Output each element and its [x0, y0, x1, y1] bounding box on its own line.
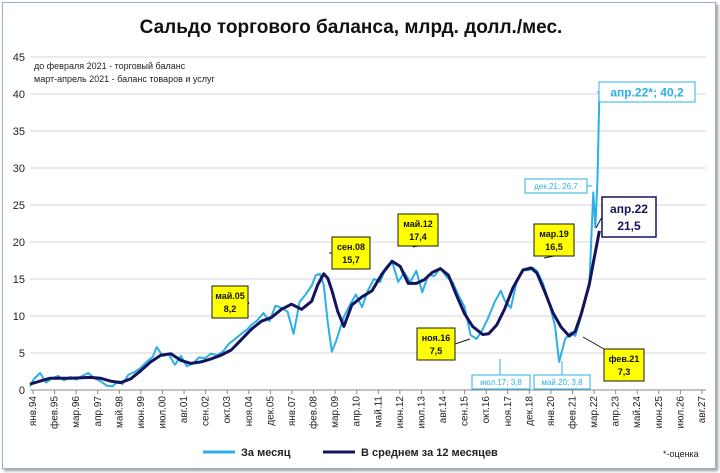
annotation-leader	[454, 338, 471, 345]
x-tick-label: фев.08	[308, 396, 320, 429]
annotation-leader	[595, 216, 603, 229]
annotation-label: фев.21	[609, 354, 640, 364]
annotation-value: 21,5	[617, 219, 641, 233]
annotation-value: 17,4	[409, 232, 427, 242]
x-tick-label: дек.18	[524, 396, 535, 426]
annotation-box-blue	[598, 81, 696, 103]
x-tick-label: июн.12	[395, 396, 406, 429]
series-group	[29, 92, 601, 388]
x-tick-label: ноя.04	[244, 396, 255, 427]
x-tick-label: сен.02	[201, 396, 212, 426]
annotation-label: ноя.16	[422, 333, 451, 343]
chart-title: Сальдо торгового баланса, млрд. долл./ме…	[140, 17, 563, 38]
y-tick-label: 20	[13, 237, 25, 249]
annotation-box	[533, 223, 575, 257]
y-tick-label: 0	[19, 385, 25, 397]
annotation-value: 7,3	[618, 367, 631, 377]
annotation-value: 7,5	[430, 346, 443, 356]
annotation-value: 16,5	[545, 242, 563, 252]
chart-frame: Сальдо торгового баланса, млрд. долл./ме…	[2, 2, 716, 469]
y-tick-label: 35	[13, 126, 25, 138]
annotation-box-blue	[524, 178, 588, 194]
annotations-group: май.05 8,2 сен.08 15,7 май.12 17,4 мар.19 16,5 н…	[211, 81, 696, 390]
annotation-label: мар.19	[539, 229, 569, 239]
annotation-box	[211, 285, 249, 319]
x-tick-label: мар.22	[589, 396, 600, 428]
y-tick-label: 45	[13, 52, 25, 64]
legend-label-average: В среднем за 12 месяцев	[361, 447, 498, 459]
legend-label-monthly: За месяц	[241, 447, 291, 459]
x-tick-label: июл.13	[416, 396, 427, 429]
x-tick-label: янв.20	[546, 396, 557, 427]
annotation-box	[331, 236, 371, 270]
x-tick-label: май.98	[114, 396, 125, 428]
x-tick-label: мар.96	[71, 396, 82, 428]
annotation-label: сен.08	[337, 242, 365, 252]
annotation-box	[603, 348, 645, 382]
note-line-2: март-апрель 2021 - баланс товаров и услу…	[34, 74, 216, 84]
annotation-box-blue	[533, 374, 591, 390]
x-tick-label: май.24	[632, 396, 643, 428]
x-tick-label: окт.03	[222, 396, 233, 424]
x-tick-label: май.11	[373, 396, 384, 428]
annotation-text-blue: апр.22*; 40,2	[610, 85, 684, 99]
x-axis-ticks: янв.94 фев.95 мар.96 апр.97 май.98 июн.99 июл.…	[28, 390, 708, 429]
annotation-box	[397, 213, 439, 247]
x-tick-label: фев.95	[49, 396, 61, 429]
x-tick-label: фев.21	[567, 396, 579, 429]
x-tick-label: авг.01	[179, 396, 190, 424]
x-tick-label: янв.07	[287, 396, 298, 427]
y-tick-label: 15	[13, 274, 25, 286]
y-tick-label: 25	[13, 200, 25, 212]
y-tick-label: 40	[13, 89, 25, 101]
annotation-value: 8,2	[224, 304, 237, 314]
x-tick-label: июн.25	[654, 396, 665, 429]
annotation-leader	[582, 336, 605, 350]
annotation-label: апр.22	[610, 202, 648, 216]
legend: За месяц В среднем за 12 месяцев	[203, 447, 498, 459]
annotation-text-blue: май.20; 3,8	[541, 378, 583, 387]
annotation-label: май.05	[215, 291, 245, 301]
y-tick-label: 30	[13, 163, 25, 175]
annotation-box	[601, 196, 657, 238]
note-line-1: до февраля 2021 - торговый баланс	[34, 61, 186, 71]
annotation-box	[416, 327, 456, 361]
annotation-text-blue: июл.17; 3,8	[480, 378, 522, 387]
y-tick-label: 5	[19, 348, 25, 360]
x-tick-label: авг.14	[438, 396, 449, 424]
x-tick-label: дек.05	[265, 396, 276, 426]
x-tick-label: апр.23	[611, 396, 622, 427]
x-tick-label: июн.99	[136, 396, 147, 429]
x-tick-label: апр.10	[352, 396, 363, 427]
x-tick-label: авг.27	[697, 396, 708, 424]
x-tick-label: окт.16	[481, 396, 492, 424]
x-tick-label: апр.97	[93, 396, 104, 427]
x-tick-label: ноя.17	[503, 396, 514, 427]
annotation-label: май.12	[403, 219, 433, 229]
y-axis-ticks: 0 5 10 15 20 25 30 35 40 45	[13, 52, 25, 397]
footnote: *-оценка	[663, 449, 699, 459]
x-tick-label: июл.26	[675, 396, 686, 429]
series-line-monthly	[29, 92, 601, 388]
annotation-box-blue	[471, 374, 531, 390]
annotation-text-blue: дек.21; 26,7	[534, 182, 578, 191]
x-tick-label: сен.15	[460, 396, 471, 426]
y-tick-label: 10	[13, 311, 25, 323]
x-tick-label: янв.94	[28, 396, 39, 427]
series-line-average	[29, 230, 601, 386]
trade-balance-chart: Сальдо торгового баланса, млрд. долл./ме…	[13, 17, 708, 459]
x-tick-label: мар.09	[330, 396, 341, 428]
x-tick-label: июл.00	[157, 396, 168, 429]
annotation-value: 15,7	[342, 255, 360, 265]
